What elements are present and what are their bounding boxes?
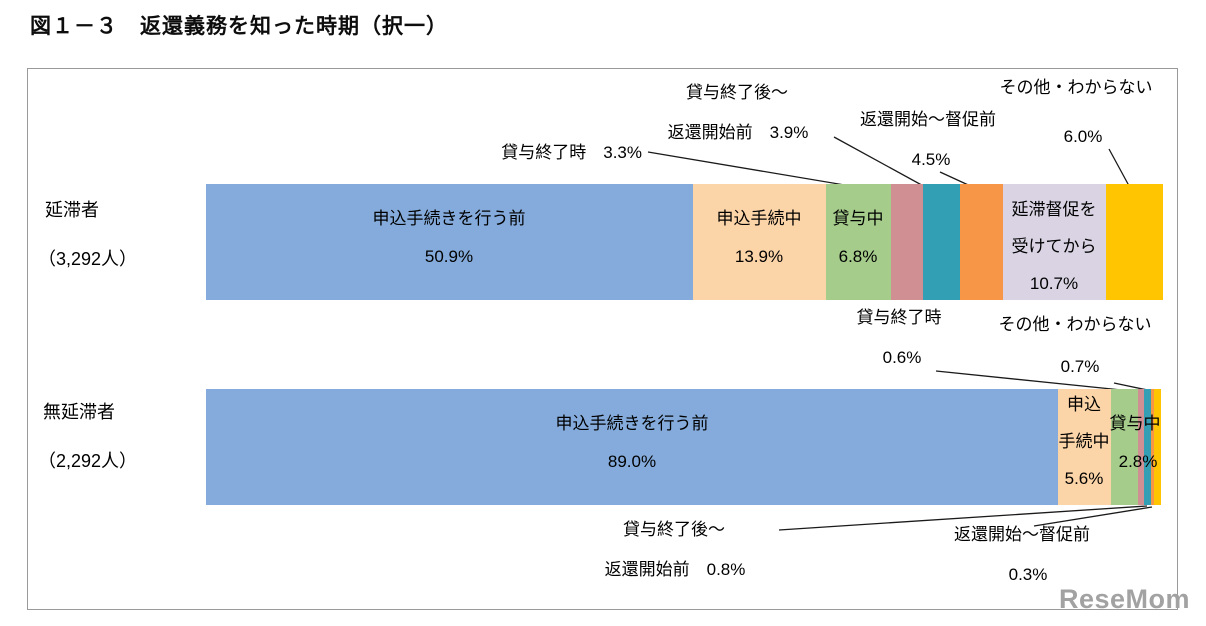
bottom-label-before-application: 申込手続きを行う前	[555, 414, 709, 433]
callout-repayment-dunning-top-1: 返還開始～督促前	[860, 110, 996, 129]
bar-segment-7	[1105, 184, 1163, 300]
bar-segment-5	[960, 184, 1004, 300]
row-label-non-delinquent: 無延滞者	[43, 402, 115, 422]
callout-repayment-dunning-bottom-1: 返還開始～督促前	[954, 525, 1090, 544]
top-value-before-application: 50.9%	[424, 247, 474, 266]
callout-other-bottom-2: 0.7%	[1060, 357, 1100, 376]
callout-after-loan-bottom-2: 返還開始前 0.8%	[604, 560, 746, 579]
bar-segment-1	[1057, 389, 1112, 505]
top-value-during-application: 13.9%	[734, 247, 784, 266]
row-count-non-delinquent: （2,292人）	[38, 451, 138, 471]
callout-line-repayment-dunning-bottom	[1033, 506, 1153, 527]
callout-other-bottom-1: その他・わからない	[998, 315, 1152, 334]
bar-segment-2	[826, 184, 892, 300]
bottom-label-during-application-2: 手続中	[1058, 432, 1110, 451]
chart-frame: 延滞者 （3,292人） 無延滞者 （2,292人） 申込手続きを行う前 50.…	[27, 68, 1178, 610]
callout-repayment-dunning-bottom-2: 0.3%	[1008, 565, 1048, 584]
bar-segment-7	[1154, 389, 1161, 505]
bar-segment-4	[922, 184, 961, 300]
top-label-before-application: 申込手続きを行う前	[372, 209, 526, 228]
callout-at-loan-end-top: 貸与終了時 3.3%	[501, 143, 642, 162]
callout-at-loan-end-bottom-2: 0.6%	[882, 348, 922, 367]
bar-segment-3	[1138, 389, 1144, 505]
stacked-bar-delinquent	[206, 184, 1163, 300]
top-label-after-dunning-1: 延滞督促を	[1011, 200, 1097, 219]
top-label-during-application: 申込手続中	[716, 209, 802, 228]
top-value-during-loan: 6.8%	[838, 247, 878, 266]
callout-repayment-dunning-top-2: 4.5%	[911, 150, 951, 169]
figure-title: 図１－３ 返還義務を知った時期（択一）	[30, 15, 448, 38]
row-label-delinquent: 延滞者	[45, 200, 99, 220]
bar-segment-0	[206, 184, 694, 300]
bar-segment-0	[206, 389, 1058, 505]
top-value-after-dunning: 10.7%	[1029, 274, 1079, 293]
bottom-label-during-application-1: 申込	[1067, 395, 1101, 414]
bar-segment-1	[693, 184, 827, 300]
callout-at-loan-end-bottom-1: 貸与終了時	[856, 308, 942, 327]
bottom-value-during-loan: 2.8%	[1118, 452, 1158, 471]
callout-after-loan-bottom-1: 貸与終了後～	[623, 520, 725, 539]
callout-after-loan-top-2: 返還開始前 3.9%	[667, 123, 809, 142]
stacked-bar-non-delinquent	[206, 389, 1163, 505]
top-label-during-loan: 貸与中	[832, 209, 884, 228]
callout-other-top-2: 6.0%	[1063, 127, 1103, 146]
bar-segment-5	[1151, 389, 1155, 505]
callout-other-top-1: その他・わからない	[999, 78, 1153, 97]
bar-segment-3	[891, 184, 923, 300]
bottom-value-during-application: 5.6%	[1064, 469, 1104, 488]
bottom-value-before-application: 89.0%	[607, 452, 657, 471]
bottom-label-during-loan: 貸与中	[1109, 414, 1161, 433]
row-count-delinquent: （3,292人）	[38, 249, 138, 269]
top-label-after-dunning-2: 受けてから	[1011, 237, 1097, 256]
callout-after-loan-top-1: 貸与終了後～	[686, 83, 788, 102]
bar-segment-2	[1111, 389, 1139, 505]
bar-segment-4	[1143, 389, 1152, 505]
bar-segment-6	[1003, 184, 1106, 300]
resemom-watermark: ReseMom	[1058, 584, 1190, 614]
